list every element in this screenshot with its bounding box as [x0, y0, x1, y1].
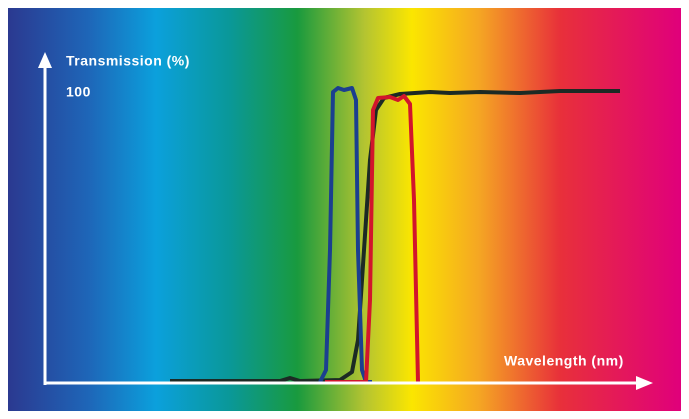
spectrum-background: [8, 8, 681, 411]
red-curve: [325, 94, 420, 384]
curves: [170, 86, 620, 384]
y-max-label: 100: [66, 84, 91, 100]
x-arrow: [636, 376, 653, 390]
y-axis-label: Transmission (%): [66, 53, 190, 69]
blue-curve: [318, 86, 372, 384]
axes: [43, 65, 640, 385]
x-axis-label: Wavelength (nm): [504, 353, 624, 369]
y-arrow: [38, 52, 52, 68]
